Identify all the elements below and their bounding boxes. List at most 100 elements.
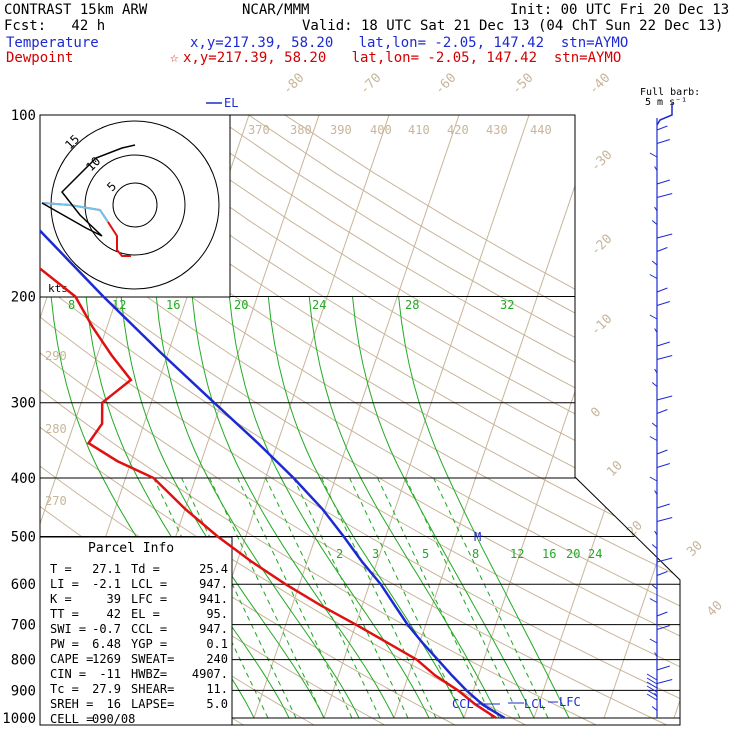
isotherm-label: -40 — [586, 71, 613, 98]
isotherm-label: -20 — [588, 232, 615, 259]
pressure-label-900: 900 — [11, 683, 36, 699]
wind-barb-top — [656, 103, 673, 126]
dewpoint-location: x,y=217.39, 58.20 lat,lon= -2.05, 147.42… — [183, 50, 622, 66]
center-label: NCAR/MMM — [242, 2, 310, 18]
wind-barb — [656, 179, 670, 185]
wind-barb — [656, 341, 670, 347]
isotherm-line — [393, 115, 600, 719]
wind-barb — [656, 233, 673, 239]
mixing-ratio-label-lower: 16 — [542, 547, 556, 561]
isotherm-label: -60 — [432, 71, 459, 98]
parcel-info-title: Parcel Info — [88, 541, 174, 556]
mixing-ratio-label-upper: 32 — [500, 298, 514, 312]
lcl-marker-label: LCL — [524, 697, 546, 711]
wind-barb-low — [646, 689, 658, 697]
parcel-row-value-b: 947. — [199, 622, 228, 636]
pressure-label-300: 300 — [11, 396, 36, 412]
mixing-ratio-label-lower: 24 — [588, 547, 602, 561]
wind-barb — [649, 152, 658, 158]
wind-barb — [654, 206, 658, 212]
parcel-row-label-a: CELL = — [50, 712, 93, 726]
mixing-ratio-label-upper: 12 — [112, 298, 126, 312]
forecast-hour: Fcst: 42 h — [4, 18, 106, 34]
mixing-ratio-label-upper: 24 — [312, 298, 326, 312]
isotherm-line — [253, 115, 460, 719]
wind-barb — [656, 665, 670, 671]
parcel-row-value-b: 4907. — [192, 667, 228, 681]
pressure-label-200: 200 — [11, 290, 36, 306]
wind-barb — [654, 166, 658, 171]
isotherm-label: 30 — [684, 538, 706, 560]
wind-barb — [656, 611, 668, 617]
el-marker-label: EL — [224, 96, 238, 110]
mixing-ratio-label-upper: 20 — [234, 298, 248, 312]
dry-adiabat-line — [139, 115, 680, 725]
dry-adiabat-label: 290 — [45, 349, 67, 363]
wind-barb — [656, 395, 673, 401]
wind-barb — [656, 557, 673, 563]
wind-barb — [651, 220, 658, 225]
dry-adiabat-line — [40, 115, 680, 725]
parcel-row-label-a: TT = — [50, 607, 79, 621]
wind-barb — [651, 706, 658, 711]
dry-adiabat-line — [40, 115, 680, 725]
wind-barb — [651, 382, 658, 387]
parcel-row-label-a: SREH = — [50, 697, 93, 711]
pressure-label-100: 100 — [11, 108, 36, 124]
dry-adiabat-label: 270 — [45, 494, 67, 508]
parcel-row-label-b: LAPSE= — [131, 697, 174, 711]
init-time: Init: 00 UTC Fri 20 Dec 13 — [510, 2, 730, 18]
parcel-row-value-a: -2.1 — [92, 577, 121, 591]
wind-barb-low — [646, 677, 658, 685]
dry-adiabat-label: 380 — [290, 123, 312, 137]
dry-adiabat-line — [66, 115, 680, 725]
wind-barb — [656, 449, 668, 455]
isotherm-line — [463, 115, 670, 719]
parcel-row-value-a: 27.1 — [92, 562, 121, 576]
parcel-row-label-b: LCL = — [131, 577, 167, 591]
temperature-location: x,y=217.39, 58.20 lat,lon= -2.05, 147.42… — [190, 35, 629, 51]
parcel-row-label-b: SWEAT= — [131, 652, 174, 666]
wind-barb-low — [646, 685, 658, 693]
wind-barb — [656, 679, 673, 684]
mixing-ratio-label-lower: 3 — [372, 547, 379, 561]
mixing-ratio-label-lower: 8 — [472, 547, 479, 561]
mixing-ratio-line — [237, 477, 353, 719]
isotherm-label: 0 — [588, 405, 604, 421]
parcel-row-label-a: T = — [50, 562, 72, 576]
parcel-row-value-a: 27.9 — [92, 682, 121, 696]
wind-barb — [656, 355, 673, 360]
parcel-row-value-b: 25.4 — [199, 562, 228, 576]
temperature-profile — [40, 115, 506, 720]
wind-barb-units: 5 m s⁻¹ — [645, 97, 687, 108]
lfc-marker-label: LFC — [559, 695, 581, 709]
dry-adiabat-label: 430 — [486, 123, 508, 137]
isotherm-line — [533, 115, 680, 719]
parcel-row-label-b: Td = — [131, 562, 160, 576]
dry-adiabat-line — [40, 115, 680, 725]
wind-barb — [649, 476, 658, 482]
moist-adiabat-line — [398, 296, 570, 719]
parcel-row-label-b: SHEAR= — [131, 682, 174, 696]
wind-barb — [651, 422, 658, 428]
dry-adiabat-line — [103, 115, 680, 725]
parcel-row-value-b: 941. — [199, 592, 228, 606]
hodograph-upper-trace — [41, 144, 136, 237]
ccl-marker-label: CCL — [452, 697, 474, 711]
level-markers: EL M CCL LCL LFC — [206, 96, 581, 711]
isotherm-label: -30 — [588, 148, 615, 175]
hodograph-ring-5 — [112, 182, 158, 228]
parcel-info-background — [39, 536, 233, 726]
wind-barb — [654, 490, 658, 495]
wind-barb — [656, 247, 668, 252]
parcel-row-value-a: 16 — [107, 697, 121, 711]
parcel-row-label-b: CCL = — [131, 622, 167, 636]
mixing-ratio-label-upper: 16 — [166, 298, 180, 312]
sounding-profiles — [40, 115, 506, 720]
hodograph-ring-10 — [84, 154, 186, 256]
dry-adiabat-label: 420 — [447, 123, 469, 137]
wind-barb — [656, 301, 670, 306]
moist-adiabat-line — [308, 296, 500, 719]
wind-barb — [649, 638, 658, 644]
